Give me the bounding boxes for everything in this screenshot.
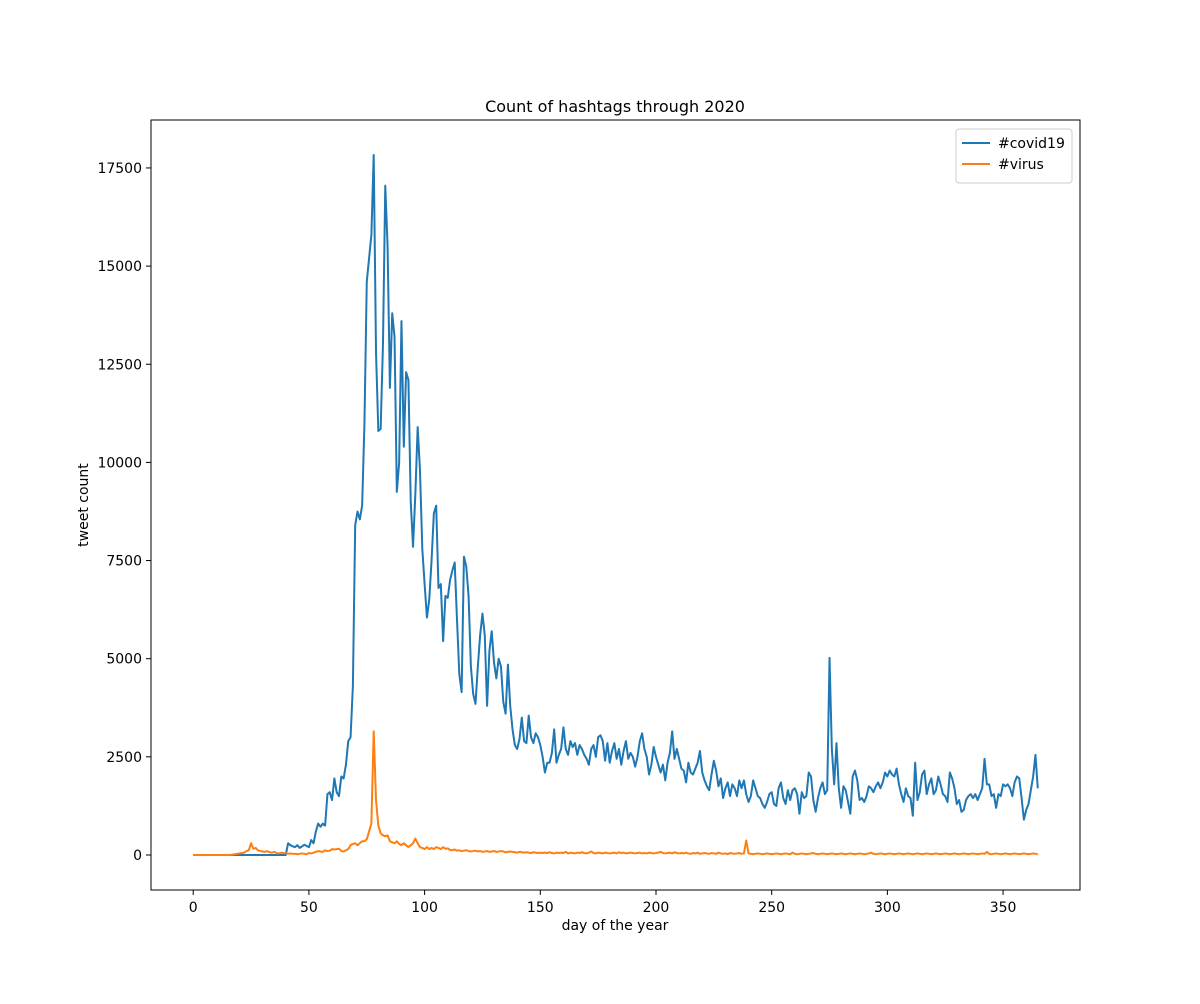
x-tick-label: 0 [189, 900, 198, 916]
x-tick-label: 150 [527, 900, 554, 916]
legend-label: #covid19 [998, 136, 1065, 152]
x-tick-label: 250 [758, 900, 785, 916]
y-tick-label: 5000 [106, 652, 142, 668]
y-tick-label: 10000 [97, 455, 142, 471]
x-tick-label: 50 [300, 900, 318, 916]
y-tick-label: 7500 [106, 554, 142, 570]
line-series [193, 730, 1038, 856]
chart-title: Count of hashtags through 2020 [485, 97, 745, 116]
y-tick-label: 2500 [106, 750, 142, 766]
line-series [193, 154, 1039, 856]
x-tick-label: 350 [990, 900, 1017, 916]
x-tick-label: 200 [643, 900, 670, 916]
y-tick-label: 0 [133, 848, 142, 864]
legend-label: #virus [998, 157, 1044, 173]
y-tick-label: 12500 [97, 357, 142, 373]
y-tick-label: 15000 [97, 259, 142, 275]
x-axis-label: day of the year [562, 918, 669, 934]
y-tick-label: 17500 [97, 161, 142, 177]
axes-frame [150, 119, 1081, 891]
y-axis-label: tweet count [76, 463, 92, 547]
x-tick-label: 300 [874, 900, 901, 916]
x-tick-label: 100 [411, 900, 438, 916]
plot-area [151, 120, 1080, 890]
